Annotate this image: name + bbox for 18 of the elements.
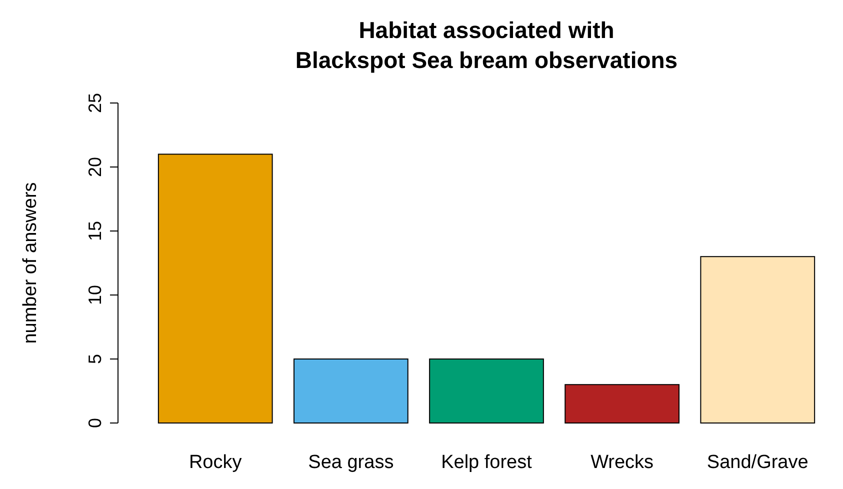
bar bbox=[158, 154, 273, 424]
x-tick-label: Sea grass bbox=[308, 452, 394, 473]
bar bbox=[293, 358, 408, 424]
bar bbox=[564, 384, 680, 424]
y-axis-title: number of answers bbox=[20, 182, 41, 344]
y-tick-label: 25 bbox=[85, 92, 105, 114]
x-tick-label: Kelp forest bbox=[441, 452, 533, 473]
x-tick-label: Sand/Grave bbox=[706, 452, 808, 473]
bar bbox=[700, 256, 816, 424]
x-tick-label: Rocky bbox=[188, 452, 242, 473]
x-tick-label: Wrecks bbox=[590, 452, 654, 473]
y-tick-label: 10 bbox=[85, 284, 105, 306]
y-tick-label: 15 bbox=[85, 220, 105, 242]
y-tick-label: 0 bbox=[85, 418, 105, 428]
bar bbox=[429, 358, 544, 424]
chart-title: Habitat associated with Blackspot Sea bream observations bbox=[295, 17, 678, 73]
y-tick-label: 20 bbox=[85, 156, 105, 178]
y-tick-label: 5 bbox=[85, 354, 105, 364]
